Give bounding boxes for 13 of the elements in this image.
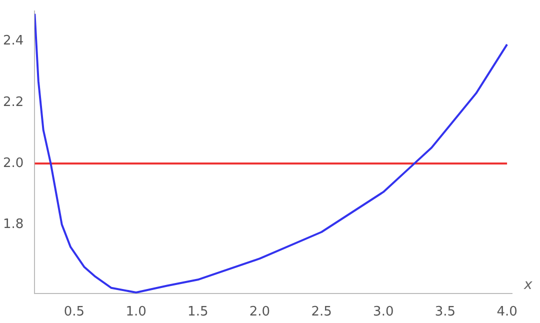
x-tick-label: 2.5	[311, 304, 332, 320]
x-axis-title: x	[523, 277, 533, 294]
y-tick-label: 2.2	[2, 94, 24, 110]
x-tick-label: 3.0	[373, 304, 394, 320]
y-tick-label: 2.0	[2, 156, 24, 171]
x-tick-label: 0.5	[64, 304, 85, 320]
x-tick-label: 2.0	[249, 304, 270, 320]
x-tick-label: 1.5	[188, 304, 208, 320]
y-tick-label: 2.4	[2, 34, 24, 49]
y-tick-label: 1.8	[2, 217, 24, 232]
x-tick-label: 3.5	[434, 304, 456, 320]
x-tick-label: 1.0	[126, 304, 146, 320]
x-tick-label: 4.0	[496, 304, 518, 320]
